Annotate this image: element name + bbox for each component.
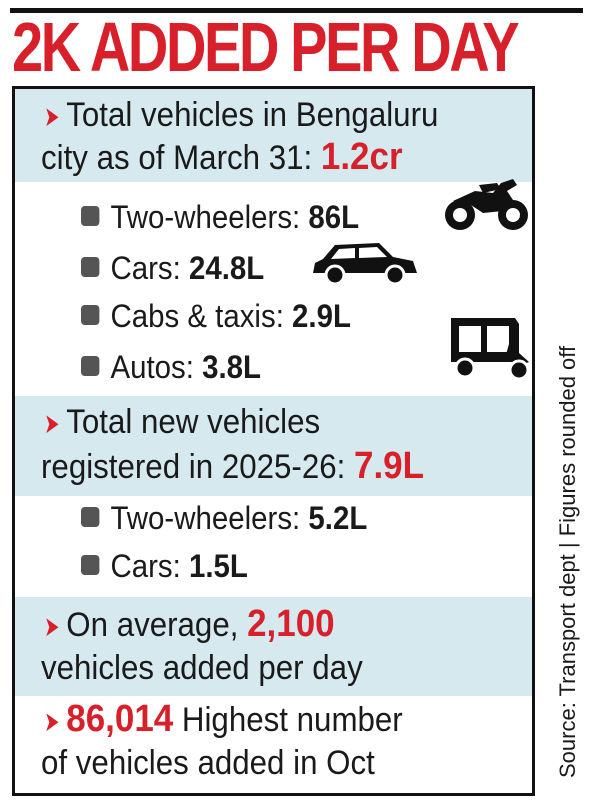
bullet-icon: [81, 257, 100, 277]
arrow-icon: ➤: [44, 611, 60, 642]
list-item: Cars: 1.5L: [81, 546, 248, 586]
bullet-icon: [81, 305, 100, 325]
total-line-1: ➤ Total vehicles in Bengaluru: [41, 95, 438, 137]
arrow-icon: ➤: [44, 101, 60, 132]
band-new: [15, 396, 532, 496]
band-total: [15, 89, 532, 182]
total-line-2: city as of March 31: 1.2cr: [41, 136, 403, 178]
list-item: Cabs & taxis: 2.9L: [81, 296, 351, 336]
average-line-2: vehicles added per day: [41, 649, 363, 687]
arrow-icon: ➤: [44, 408, 60, 439]
list-item: Two-wheelers: 86L: [81, 197, 359, 237]
car-icon: [313, 243, 417, 285]
highest-line-2: of vehicles added in Oct: [41, 744, 375, 782]
list-item: Cars: 24.8L: [81, 248, 264, 288]
new-line-2: registered in 2025-26: 7.9L: [41, 445, 424, 487]
list-item: Autos: 3.8L: [81, 347, 261, 387]
bullet-icon: [81, 356, 100, 376]
highest-line-1: ➤ 86,014 Highest number: [44, 698, 403, 740]
infographic-frame: ➤ Total vehicles in Bengaluru city as of …: [12, 86, 535, 796]
bullet-icon: [81, 555, 100, 575]
highest-value: 86,014: [66, 698, 174, 740]
average-value: 2,100: [247, 603, 335, 645]
motorcycle-icon: [445, 179, 528, 230]
list-item: Two-wheelers: 5.2L: [81, 498, 367, 538]
new-value: 7.9L: [354, 445, 424, 487]
auto-rickshaw-icon: [451, 318, 530, 381]
band-average: [15, 597, 532, 696]
new-line-1: ➤ Total new vehicles: [41, 402, 320, 444]
bullet-icon: [81, 206, 100, 226]
bullet-icon: [81, 507, 100, 527]
top-rule: [10, 8, 583, 13]
arrow-icon: ➤: [44, 706, 60, 737]
source-credit: Source: Transport dept | Figures rounded…: [555, 345, 580, 778]
average-line-1: ➤ On average, 2,100: [44, 603, 335, 645]
total-value: 1.2cr: [320, 136, 403, 178]
headline: 2K ADDED PER DAY: [12, 8, 520, 86]
